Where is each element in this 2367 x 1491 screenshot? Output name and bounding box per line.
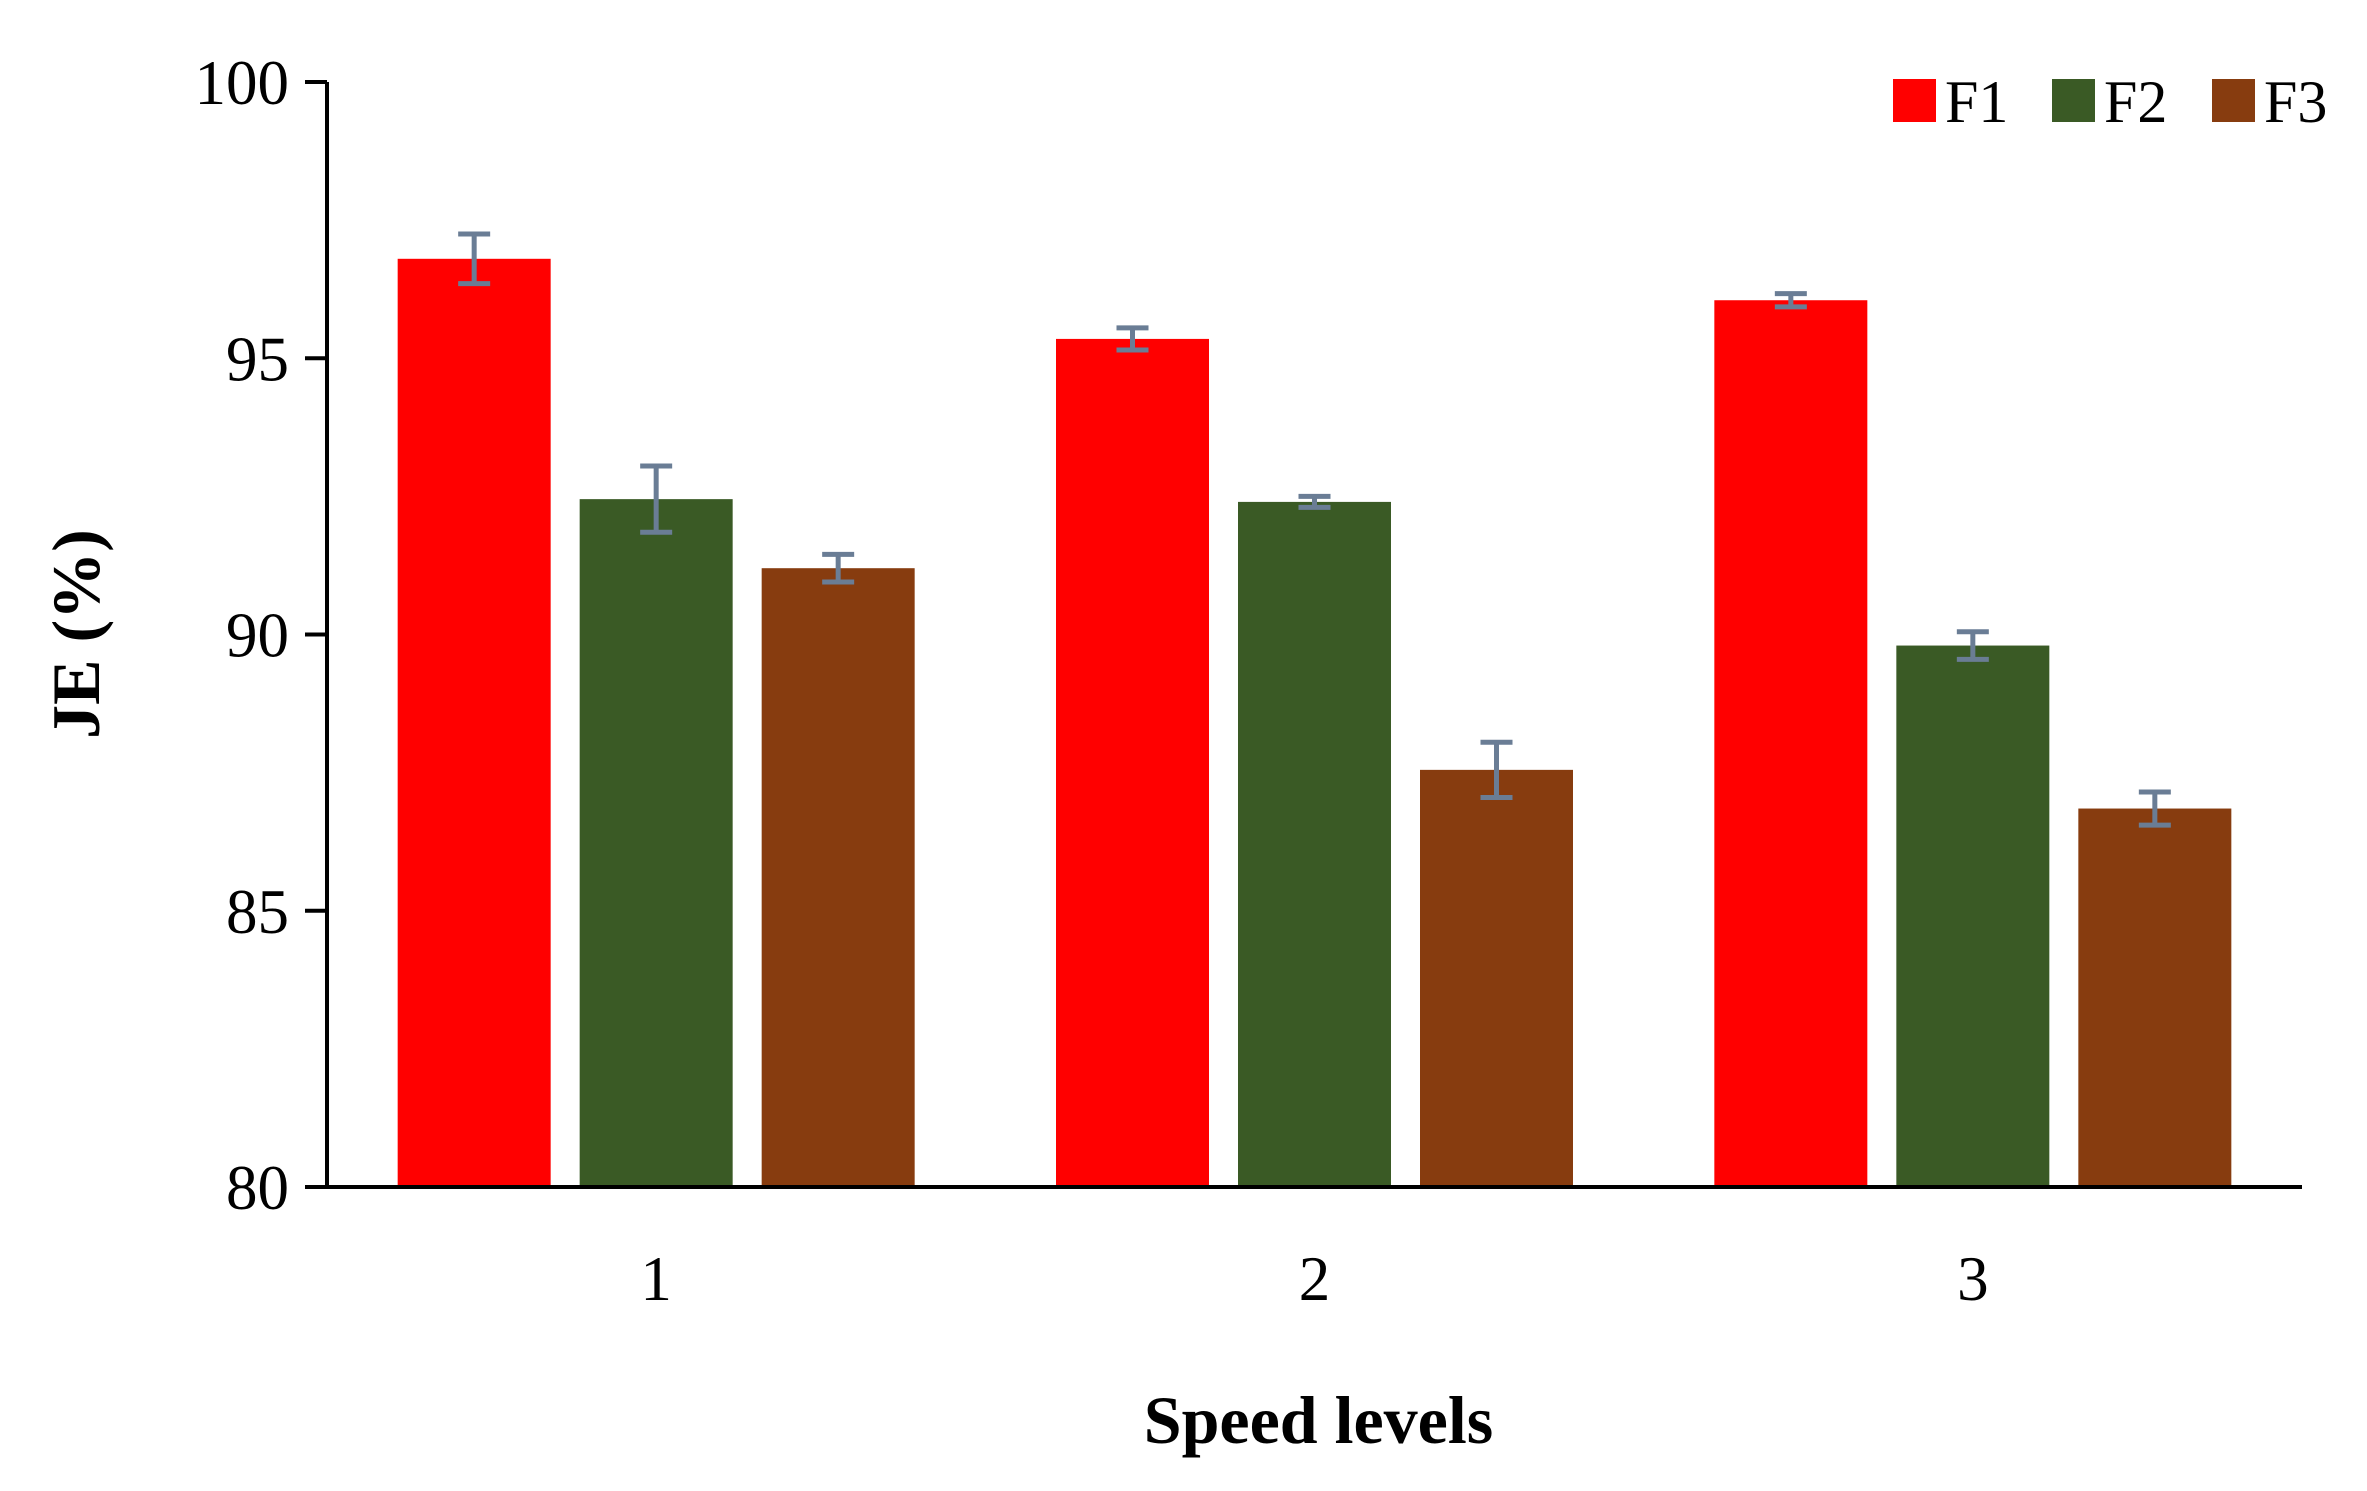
- y-tick-label: 80: [226, 1153, 289, 1223]
- legend-label: F3: [2264, 69, 2327, 135]
- bar-f3-2: [1420, 769, 1573, 1187]
- y-tick-label: 90: [226, 601, 289, 671]
- legend-swatch: [2052, 79, 2095, 122]
- bar-f3-3: [2078, 808, 2232, 1187]
- error-bar-f1-1: [458, 231, 491, 287]
- error-bar-f3-2: [1480, 739, 1513, 800]
- error-bars-layer: [458, 231, 2171, 828]
- error-bar-f2-1: [640, 463, 673, 535]
- bar-f2-3: [1896, 645, 2050, 1187]
- bars-layer: [397, 258, 2232, 1188]
- bar-f3-1: [761, 568, 915, 1187]
- x-ticks: 1 2 3: [640, 1244, 1988, 1314]
- y-ticks: 80 85 90 95 100: [195, 48, 327, 1223]
- legend-swatch: [1893, 79, 1936, 122]
- bar-f1-1: [397, 258, 551, 1187]
- legend-item-f3: F3: [2212, 69, 2327, 135]
- legend-swatch: [2212, 79, 2255, 122]
- x-tick-label: 2: [1299, 1244, 1331, 1314]
- legend-label: F1: [1945, 69, 2008, 135]
- y-tick-label: 95: [226, 324, 289, 394]
- error-bar-f2-3: [1956, 629, 1989, 662]
- legend-item-f2: F2: [2052, 69, 2167, 135]
- bar-f2-1: [579, 499, 733, 1187]
- y-axis-title: JE (%): [38, 529, 114, 739]
- legend-item-f1: F1: [1893, 69, 2008, 135]
- bar-f1-2: [1056, 338, 1209, 1188]
- error-bar-f1-3: [1774, 291, 1807, 310]
- legend-label: F2: [2104, 69, 2167, 135]
- x-axis-title: Speed levels: [1144, 1382, 1493, 1458]
- y-tick-label: 85: [226, 877, 289, 947]
- error-bar-f2-2: [1298, 493, 1331, 510]
- bar-f1-3: [1714, 300, 1868, 1187]
- error-bar-f1-2: [1116, 325, 1149, 353]
- x-tick-label: 1: [640, 1244, 672, 1314]
- error-bar-f3-1: [822, 551, 855, 585]
- y-tick-label: 100: [195, 48, 290, 118]
- bar-f2-2: [1238, 501, 1391, 1187]
- x-tick-label: 3: [1957, 1244, 1989, 1314]
- error-bar-f3-3: [2138, 789, 2171, 828]
- legend: F1 F2 F3: [1893, 69, 2327, 135]
